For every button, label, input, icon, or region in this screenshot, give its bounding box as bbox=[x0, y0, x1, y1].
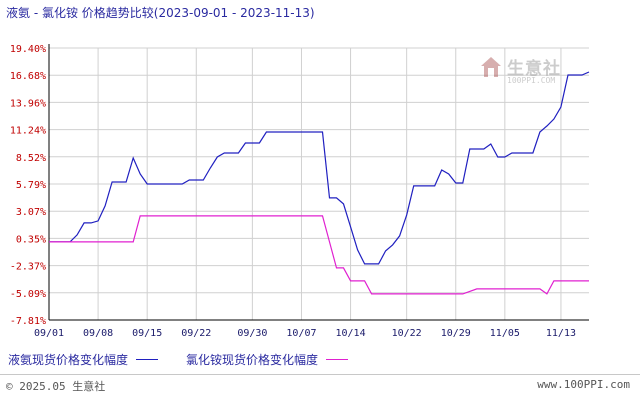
y-tick-label: 0.35% bbox=[16, 234, 46, 245]
footer-copyright: © 2025.05 生意社 bbox=[6, 380, 106, 393]
y-tick-label: -2.37% bbox=[10, 262, 46, 273]
x-tick-label: 09/01 bbox=[34, 328, 64, 339]
y-tick-label: 3.07% bbox=[16, 207, 46, 218]
legend: 液氨现货价格变化幅度 氯化铵现货价格变化幅度 bbox=[8, 351, 376, 368]
footer-divider bbox=[0, 374, 640, 375]
footer-site: www.100PPI.com bbox=[537, 378, 630, 391]
y-tick-label: -7.81% bbox=[10, 316, 46, 327]
y-tick-label: 13.96% bbox=[10, 98, 46, 109]
y-tick-label: 5.79% bbox=[16, 180, 46, 191]
house-logo-icon bbox=[481, 57, 501, 77]
y-tick-label: 8.52% bbox=[16, 153, 46, 164]
axes bbox=[48, 44, 589, 321]
tick-labels: 19.40% 16.68% 13.96% 11.24% 8.52% 5.79% 3.07% 0… bbox=[10, 44, 576, 339]
x-tick-label: 09/15 bbox=[132, 328, 162, 339]
watermark-brand: 生意社 bbox=[507, 59, 561, 79]
x-tick-label: 11/05 bbox=[490, 328, 520, 339]
watermark-site: 100PPI.COM bbox=[507, 76, 556, 85]
series-line-2 bbox=[49, 215, 589, 295]
x-tick-label: 09/30 bbox=[237, 328, 267, 339]
legend-swatch-1 bbox=[136, 359, 159, 360]
y-tick-label: 16.68% bbox=[10, 71, 46, 82]
x-tick-label: 10/29 bbox=[441, 328, 471, 339]
legend-label-1: 液氨现货价格变化幅度 bbox=[8, 353, 129, 367]
watermark: 生意社 100PPI.COM bbox=[480, 52, 580, 92]
x-tick-label: 11/13 bbox=[546, 328, 576, 339]
y-tick-label: 19.40% bbox=[10, 44, 46, 55]
legend-swatch-2 bbox=[326, 359, 349, 360]
y-tick-label: -5.09% bbox=[10, 289, 46, 300]
x-tick-label: 10/14 bbox=[336, 328, 366, 339]
x-tick-label: 10/22 bbox=[392, 328, 422, 339]
x-tick-label: 09/08 bbox=[83, 328, 113, 339]
legend-label-2: 氯化铵现货价格变化幅度 bbox=[186, 353, 319, 367]
y-tick-label: 11.24% bbox=[10, 126, 46, 137]
series bbox=[49, 71, 590, 295]
x-tick-label: 09/22 bbox=[181, 328, 211, 339]
series-line-1 bbox=[49, 71, 590, 265]
chart-title: 液氨 - 氯化铵 价格趋势比较(2023-09-01 - 2023-11-13) bbox=[6, 6, 315, 20]
x-tick-label: 10/07 bbox=[286, 328, 316, 339]
